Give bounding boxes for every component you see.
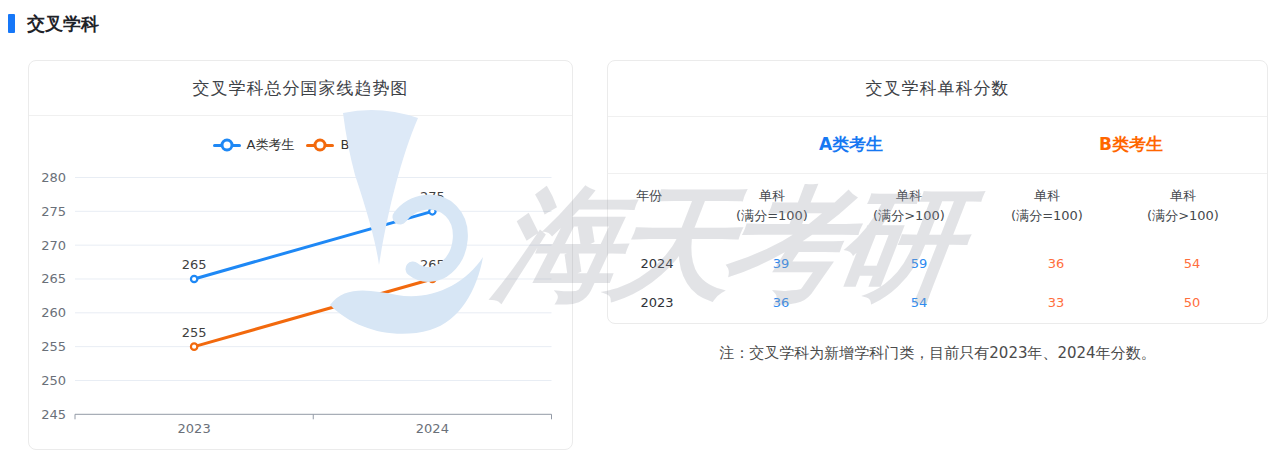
svg-text:260: 260	[41, 305, 66, 320]
svg-text:280: 280	[41, 170, 66, 185]
cell-2023-b1: 33	[986, 293, 1126, 313]
col-header-a2: 单科(满分>100)	[839, 186, 979, 226]
table-title: 交叉学科单科分数	[608, 77, 1267, 100]
cell-2024-a1: 39	[711, 254, 851, 274]
svg-text:255: 255	[182, 325, 207, 340]
svg-text:2023: 2023	[178, 421, 211, 436]
svg-text:270: 270	[41, 238, 66, 253]
section-title: 交叉学科	[27, 12, 99, 36]
trend-chart-card: 交叉学科总分国家线趋势图 A类考生 B类考生 24525025526026527…	[28, 60, 573, 450]
cell-2024-a2: 59	[849, 254, 989, 274]
svg-text:250: 250	[41, 373, 66, 388]
group-header-divider	[608, 173, 1267, 174]
table-title-divider	[608, 116, 1267, 117]
group-header-b: B类考生	[1031, 133, 1231, 156]
col-header-b2: 单科(满分>100)	[1113, 186, 1253, 226]
trend-chart: 245 250 255 260 265 270 275 280 2023 2024 265 275 25…	[29, 61, 574, 451]
svg-text:275: 275	[41, 204, 66, 219]
cell-2023-b2: 50	[1122, 293, 1262, 313]
cell-year-2024: 2024	[587, 254, 727, 274]
group-header-a: A类考生	[751, 133, 951, 156]
svg-text:265: 265	[41, 271, 66, 286]
section-accent-bar	[8, 14, 15, 33]
cell-2023-a2: 54	[849, 293, 989, 313]
table-note: 注：交叉学科为新增学科门类，目前只有2023年、2024年分数。	[607, 344, 1268, 363]
page: 交叉学科 交叉学科总分国家线趋势图 A类考生 B类考生 245250255260…	[0, 0, 1280, 465]
cell-year-2023: 2023	[587, 293, 727, 313]
col-header-b1: 单科(满分=100)	[977, 186, 1117, 226]
svg-text:265: 265	[420, 257, 445, 272]
svg-text:245: 245	[41, 407, 66, 422]
svg-text:2024: 2024	[416, 421, 449, 436]
svg-text:255: 255	[41, 339, 66, 354]
col-header-year: 年份	[579, 186, 719, 206]
svg-text:275: 275	[420, 189, 445, 204]
col-header-a1: 单科(满分=100)	[702, 186, 842, 226]
svg-text:265: 265	[182, 257, 207, 272]
cell-2024-b1: 36	[986, 254, 1126, 274]
cell-2023-a1: 36	[711, 293, 851, 313]
cell-2024-b2: 54	[1122, 254, 1262, 274]
